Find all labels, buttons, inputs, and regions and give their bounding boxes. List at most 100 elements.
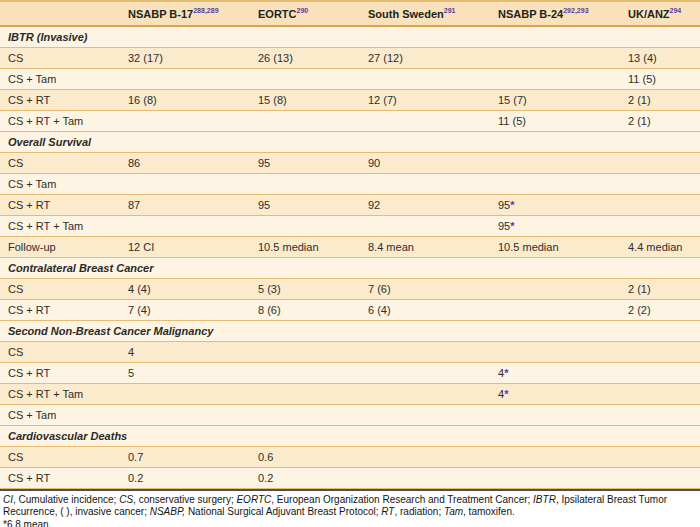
value-cell: 32 (17)	[120, 47, 250, 68]
abbreviation-segment: CI	[3, 494, 13, 505]
value-cell	[250, 383, 360, 404]
abbreviation-segment: EORTC	[236, 494, 271, 505]
asterisk-marker: *	[504, 388, 508, 400]
reference-superscript: 294	[670, 7, 682, 14]
value-cell	[490, 341, 620, 362]
row-label: CS + RT + Tam	[0, 215, 120, 236]
data-row: CS + Tam	[0, 173, 700, 194]
value-cell: 2 (2)	[620, 299, 700, 320]
abbreviation-segment: , European Organization Research and Tre…	[271, 494, 533, 505]
asterisk-marker: *	[510, 220, 514, 232]
section-title: Second Non-Breast Cancer Malignancy	[0, 320, 700, 341]
value-cell	[250, 215, 360, 236]
value-cell: 4*	[490, 383, 620, 404]
value-cell	[620, 152, 700, 173]
value-cell	[620, 215, 700, 236]
value-cell: 6 (4)	[360, 299, 490, 320]
value-cell: 4 (4)	[120, 278, 250, 299]
value-cell	[620, 362, 700, 383]
row-label: CS + Tam	[0, 68, 120, 89]
value-cell: 11 (5)	[620, 68, 700, 89]
abbreviation-segment: RT	[381, 506, 394, 517]
column-label: South Sweden	[368, 8, 444, 20]
reference-superscript: 290	[297, 7, 309, 14]
header-nsabp-b24: NSABP B-24292,293	[490, 1, 620, 26]
abbreviation-segment: National Surgical Adjuvant Breast Protoc…	[185, 506, 381, 517]
value-cell	[490, 152, 620, 173]
data-row: CS4	[0, 341, 700, 362]
column-label: NSABP B-24	[498, 8, 563, 20]
value-cell	[360, 68, 490, 89]
value-cell	[120, 68, 250, 89]
header-empty-cell	[0, 1, 120, 26]
footnotes: CI, Cumulative incidence; CS, conservati…	[0, 491, 700, 527]
value-cell	[490, 446, 620, 467]
value-cell	[360, 446, 490, 467]
value-cell: 15 (8)	[250, 89, 360, 110]
value-cell	[360, 173, 490, 194]
data-row: CS + RT87959295*	[0, 194, 700, 215]
table-header: NSABP B-17288,289 EORTC290 South Sweden 2…	[0, 1, 700, 26]
value-cell: 5	[120, 362, 250, 383]
value-text: 95	[498, 220, 510, 232]
value-cell: 4	[120, 341, 250, 362]
value-cell: 4*	[490, 362, 620, 383]
table-body: IBTR (Invasive)CS32 (17)26 (13)27 (12)13…	[0, 26, 700, 488]
data-row: CS + RT + Tam11 (5)2 (1)	[0, 110, 700, 131]
value-cell	[620, 467, 700, 488]
row-label: CS	[0, 341, 120, 362]
value-cell: 7 (6)	[360, 278, 490, 299]
value-cell	[360, 341, 490, 362]
data-row: CS + RT16 (8)15 (8)12 (7)15 (7)2 (1)	[0, 89, 700, 110]
value-cell	[250, 173, 360, 194]
header-eortc: EORTC290	[250, 1, 360, 26]
row-label: CS	[0, 278, 120, 299]
asterisk-marker: *	[510, 199, 514, 211]
value-cell	[120, 383, 250, 404]
value-cell: 92	[360, 194, 490, 215]
value-cell: 2 (1)	[620, 278, 700, 299]
section-header-row: Overall Survival	[0, 131, 700, 152]
value-cell	[250, 341, 360, 362]
value-cell	[490, 173, 620, 194]
abbreviation-segment: Tam	[444, 506, 463, 517]
value-cell	[360, 404, 490, 425]
value-text: 95	[498, 199, 510, 211]
value-cell	[120, 173, 250, 194]
row-label: CS	[0, 446, 120, 467]
row-label: CS + RT	[0, 467, 120, 488]
value-cell: 10.5 median	[250, 236, 360, 257]
value-cell	[250, 110, 360, 131]
value-cell: 8 (6)	[250, 299, 360, 320]
section-header-row: Cardiovascular Deaths	[0, 425, 700, 446]
row-label: CS	[0, 47, 120, 68]
data-row: CS + RT + Tam 95*	[0, 215, 700, 236]
section-title: IBTR (Invasive)	[0, 26, 700, 47]
section-title: Cardiovascular Deaths	[0, 425, 700, 446]
abbreviation-segment: , Cumulative incidence;	[13, 494, 119, 505]
value-cell: 27 (12)	[360, 47, 490, 68]
section-title: Overall Survival	[0, 131, 700, 152]
value-cell	[490, 278, 620, 299]
value-cell	[620, 194, 700, 215]
value-cell	[360, 467, 490, 488]
value-cell: 12 CI	[120, 236, 250, 257]
data-row: CS869590	[0, 152, 700, 173]
value-cell	[490, 404, 620, 425]
value-cell: 0.7	[120, 446, 250, 467]
value-cell: 5 (3)	[250, 278, 360, 299]
value-cell	[490, 467, 620, 488]
value-cell: 95	[250, 152, 360, 173]
value-cell	[620, 404, 700, 425]
value-cell: 11 (5)	[490, 110, 620, 131]
column-label: NSABP B-17	[128, 8, 193, 20]
value-cell: 12 (7)	[360, 89, 490, 110]
section-title: Contralateral Breast Cancer	[0, 257, 700, 278]
header-nsabp-b17: NSABP B-17288,289	[120, 1, 250, 26]
value-cell	[360, 215, 490, 236]
row-label: CS + RT + Tam	[0, 110, 120, 131]
value-cell: 95*	[490, 194, 620, 215]
value-cell	[360, 383, 490, 404]
row-label: CS	[0, 152, 120, 173]
section-header-row: Second Non-Breast Cancer Malignancy	[0, 320, 700, 341]
